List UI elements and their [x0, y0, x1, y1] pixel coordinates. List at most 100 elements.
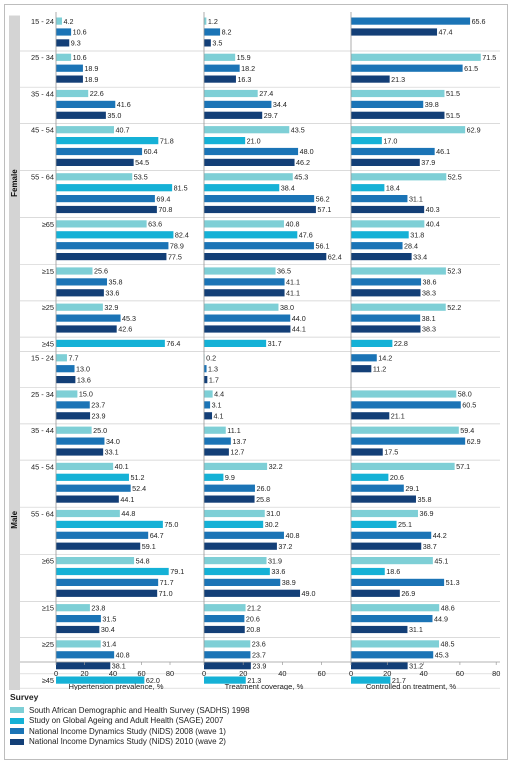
data-label: 11.2 — [373, 364, 386, 373]
data-label: 23.7 — [91, 401, 105, 410]
legend-label: National Income Dynamics Study (NiDS) 20… — [29, 737, 226, 747]
data-label: 48.6 — [441, 603, 455, 612]
data-label: 18.9 — [84, 64, 98, 73]
data-label: 33.6 — [105, 289, 119, 298]
bar — [204, 289, 285, 297]
data-label: 71.5 — [482, 53, 496, 62]
data-label: 33.4 — [413, 252, 427, 261]
bar — [204, 17, 207, 25]
data-label: 38.6 — [423, 278, 437, 287]
category-label: 25 - 34 — [31, 53, 54, 62]
data-label: 35.8 — [109, 278, 123, 287]
bar — [204, 484, 255, 492]
data-label: 25.0 — [93, 426, 107, 435]
data-label: 31.8 — [410, 231, 424, 240]
data-label: 13.0 — [76, 364, 90, 373]
data-label: 23.7 — [252, 651, 266, 660]
bar — [204, 412, 213, 420]
bar — [351, 339, 393, 347]
tick-label: 40 — [419, 669, 427, 678]
data-label: 9.9 — [225, 473, 235, 482]
bar — [351, 542, 422, 550]
data-label: 62.4 — [328, 252, 342, 261]
bar — [56, 75, 83, 83]
bar — [204, 28, 221, 36]
bar — [204, 473, 224, 481]
bar — [351, 640, 440, 648]
bar — [204, 578, 281, 586]
bar — [204, 625, 245, 634]
bar — [351, 531, 432, 539]
bar — [351, 462, 455, 470]
category-label: ≥45 — [42, 339, 54, 348]
data-label: 36.5 — [277, 267, 291, 276]
bar — [56, 509, 120, 518]
group-band — [9, 352, 20, 690]
data-label: 21.7 — [392, 676, 406, 685]
bar — [204, 195, 315, 203]
data-label: 38.1 — [422, 314, 436, 323]
data-label: 37.2 — [278, 542, 292, 551]
data-label: 71.8 — [160, 136, 174, 145]
bar — [351, 195, 408, 203]
bar — [204, 495, 255, 503]
bar — [204, 676, 246, 684]
bar — [204, 604, 246, 612]
data-label: 23.9 — [252, 661, 266, 670]
bar — [351, 401, 461, 409]
axis-title: Hypertension prevalence, % — [69, 682, 164, 690]
data-label: 62.9 — [467, 125, 481, 134]
bar — [351, 28, 438, 36]
data-label: 20.6 — [246, 614, 260, 623]
bar — [351, 253, 412, 261]
data-label: 13.6 — [77, 375, 91, 384]
data-label: 16.3 — [237, 75, 251, 84]
data-label: 3.5 — [212, 39, 222, 48]
legend: Survey South African Demographic and Hea… — [10, 692, 250, 747]
data-label: 21.3 — [247, 676, 261, 685]
data-label: 40.4 — [426, 220, 440, 229]
bar — [204, 567, 270, 576]
data-label: 10.6 — [73, 53, 87, 62]
bar — [351, 625, 408, 634]
category-label: ≥15 — [42, 604, 54, 613]
bar — [56, 640, 101, 648]
data-label: 42.6 — [118, 325, 132, 334]
group-band — [9, 688, 20, 690]
data-label: 52.4 — [132, 484, 146, 493]
data-label: 9.3 — [71, 39, 81, 48]
bar — [351, 147, 435, 156]
data-label: 32.9 — [104, 303, 118, 312]
bar — [351, 589, 400, 597]
bar — [204, 111, 263, 119]
bar — [351, 314, 421, 322]
data-label: 43.5 — [291, 125, 305, 134]
bar — [56, 64, 83, 72]
bar — [351, 64, 463, 72]
bar — [351, 557, 433, 565]
bar — [351, 615, 433, 623]
data-label: 35.0 — [107, 111, 121, 120]
bar — [204, 662, 251, 670]
data-label: 71.7 — [160, 578, 174, 587]
data-label: 75.0 — [164, 520, 178, 529]
data-label: 76.4 — [166, 339, 180, 348]
bar — [351, 231, 409, 239]
data-label: 34.0 — [106, 437, 120, 446]
bar — [56, 126, 114, 134]
chart-svg: 15 - 24 4.210.69.31.28.23.565.647.425 - 3… — [9, 12, 500, 690]
category-label: 55 - 64 — [31, 173, 54, 182]
data-label: 41.1 — [286, 278, 300, 287]
bar — [56, 557, 135, 565]
bar — [204, 376, 208, 384]
data-label: 51.5 — [446, 89, 460, 98]
data-label: 1.3 — [208, 364, 218, 373]
data-label: 65.6 — [472, 17, 486, 26]
data-label: 31.0 — [266, 509, 280, 518]
data-label: 10.6 — [73, 28, 87, 37]
data-label: 26.9 — [401, 589, 415, 598]
data-label: 26.0 — [256, 484, 270, 493]
data-label: 46.1 — [436, 147, 450, 156]
data-label: 56.1 — [315, 241, 329, 250]
bar — [56, 314, 121, 322]
